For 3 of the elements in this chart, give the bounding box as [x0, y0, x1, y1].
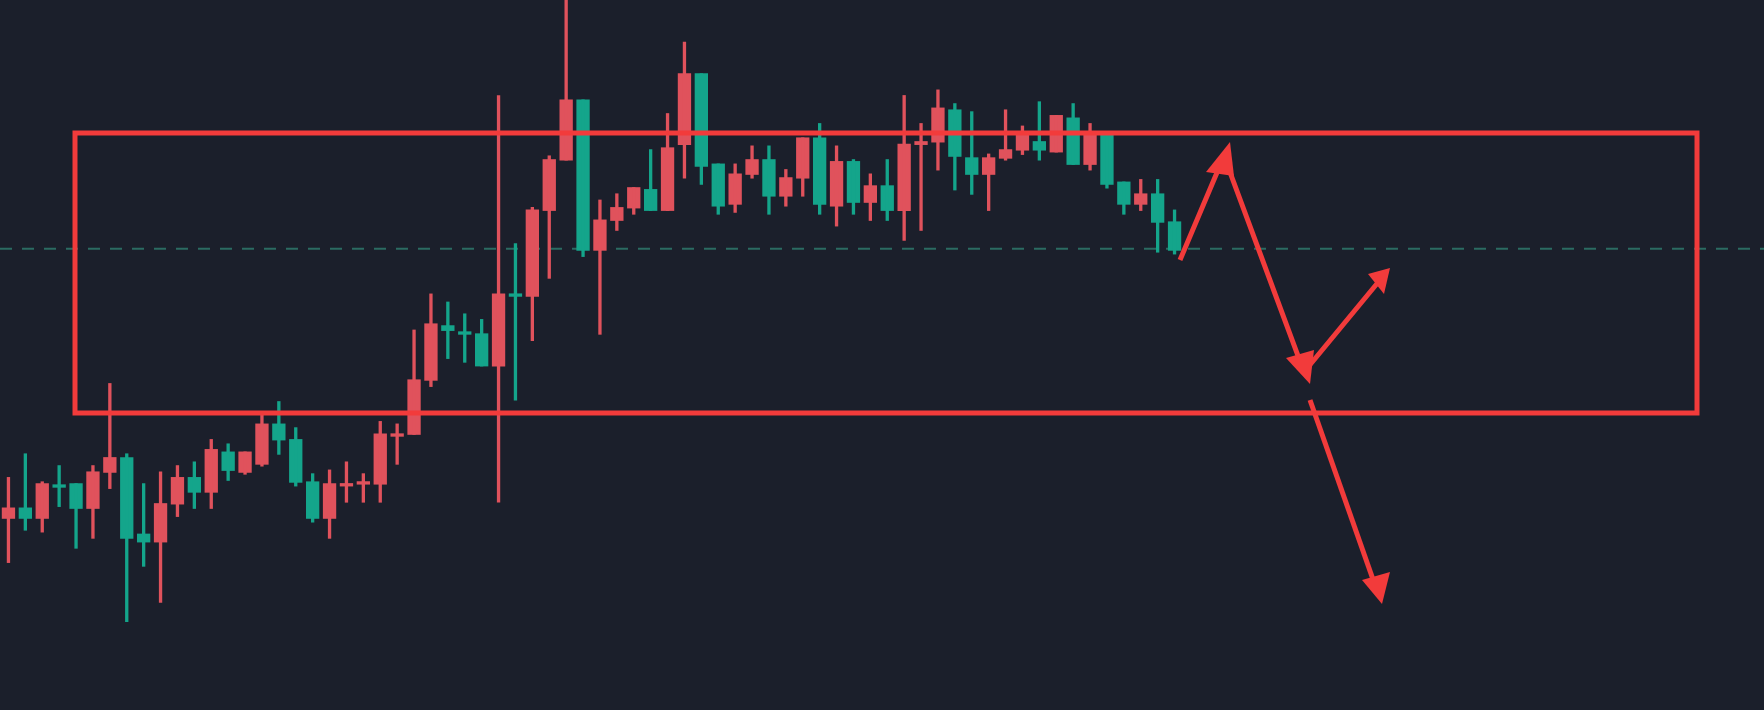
candlestick	[508, 243, 523, 401]
candlestick	[356, 473, 371, 503]
candlestick	[458, 313, 472, 363]
